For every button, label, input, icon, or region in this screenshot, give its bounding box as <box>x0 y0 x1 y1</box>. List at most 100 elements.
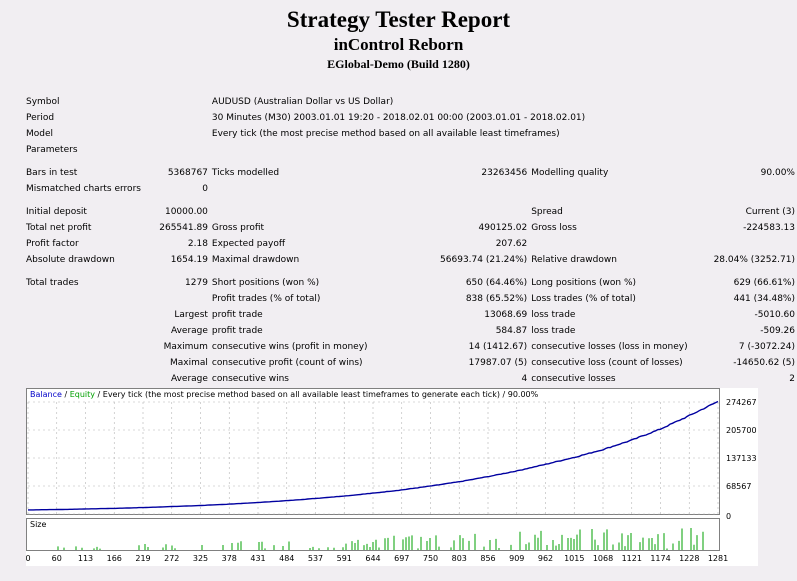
x-tick-label: 378 <box>222 554 237 563</box>
legend-description: / Every tick (the most precise method ba… <box>95 390 539 399</box>
x-tick-label: 272 <box>164 554 179 563</box>
profitpct-value: 838 (65.52%) <box>465 294 528 304</box>
maxdd-label: Maximal drawdown <box>211 255 300 265</box>
largest-label: Largest <box>174 310 208 320</box>
x-tick-label: 1174 <box>650 554 670 563</box>
chart-grid <box>27 401 719 515</box>
ticks-label: Ticks modelled <box>211 168 280 178</box>
grossloss-label: Gross loss <box>531 223 577 233</box>
x-tick-label: 431 <box>250 554 265 563</box>
average-profit-value: 584.87 <box>495 326 528 336</box>
max-losses-value: 7 (-3072.24) <box>738 342 795 352</box>
x-tick-label: 484 <box>279 554 294 563</box>
balance-chart: Balance / Equity / Every tick (the most … <box>26 388 758 566</box>
expayoff-value: 207.62 <box>495 239 528 249</box>
deposit-value: 10000.00 <box>164 207 208 217</box>
grossloss-value: -224583.13 <box>743 223 795 233</box>
x-axis-ticks: 0 60 113 166 219 272 325 378 431 484 537 591 644 697 7… <box>26 554 728 563</box>
largest-profit-value: 13068.69 <box>484 310 528 320</box>
x-tick-label: 909 <box>509 554 524 563</box>
reldd-label: Relative drawdown <box>531 255 617 265</box>
trades-label: Total trades <box>26 278 79 288</box>
quality-label: Modelling quality <box>531 168 609 178</box>
x-tick-label: 856 <box>480 554 495 563</box>
maximum-label: Maximum <box>163 342 208 352</box>
row-period: Period 30 Minutes (M30) 2003.01.01 19:20… <box>24 110 797 126</box>
chart-background <box>26 388 758 566</box>
pf-value: 2.18 <box>187 239 208 249</box>
average-profit-label: profit trade <box>211 326 263 336</box>
row-model: Model Every tick (the most precise metho… <box>24 126 797 142</box>
x-tick-label: 325 <box>193 554 208 563</box>
losspct-label: Loss trades (% of total) <box>531 294 636 304</box>
expayoff-label: Expected payoff <box>211 239 286 249</box>
x-tick-label: 591 <box>337 554 352 563</box>
y-tick-label: 68567 <box>726 482 751 491</box>
x-tick-label: 697 <box>394 554 409 563</box>
row-parameters: Parameters <box>24 142 797 158</box>
row-largest: Largest profit trade 13068.69 loss trade… <box>24 307 797 323</box>
y-tick-label: 274267 <box>726 398 757 407</box>
expert-name: inControl Reborn <box>333 35 464 54</box>
max-wins-value: 14 (1412.67) <box>468 342 528 352</box>
grossprofit-label: Gross profit <box>211 223 265 233</box>
legend-balance: Balance <box>30 390 62 399</box>
chart-legend: Balance / Equity / Every tick (the most … <box>30 390 539 399</box>
x-tick-label: 750 <box>423 554 438 563</box>
row-maximal: Maximal consecutive profit (count of win… <box>24 355 797 371</box>
pf-label: Profit factor <box>26 239 79 249</box>
size-label: Size <box>30 520 47 529</box>
x-tick-label: 113 <box>78 554 93 563</box>
row-symbol: Symbol AUDUSD (Australian Dollar vs US D… <box>24 94 797 110</box>
x-tick-label: 1068 <box>593 554 613 563</box>
size-bars <box>57 527 704 550</box>
model-label: Model <box>26 129 54 139</box>
losspct-value: 441 (34.48%) <box>733 294 795 304</box>
x-tick-label: 1228 <box>679 554 699 563</box>
x-tick-label: 60 <box>52 554 62 563</box>
absdd-value: 1654.19 <box>170 255 208 265</box>
row-profitfactor: Profit factor 2.18 Expected payoff 207.6… <box>24 236 797 252</box>
long-value: 629 (66.61%) <box>733 278 795 288</box>
symbol-label: Symbol <box>26 97 60 107</box>
balance-series-line <box>28 400 719 511</box>
average-loss-label: loss trade <box>531 326 576 336</box>
plot-area-border <box>26 388 720 515</box>
short-value: 650 (64.46%) <box>465 278 528 288</box>
absdd-label: Absolute drawdown <box>26 255 115 265</box>
avg2-label: Average <box>170 374 208 384</box>
y-axis-ticks: 274267 205700 137133 68567 0 <box>726 398 757 521</box>
profitpct-label: Profit trades (% of total) <box>211 294 321 304</box>
x-tick-label: 537 <box>308 554 323 563</box>
x-tick-label: 803 <box>452 554 467 563</box>
parameters-label: Parameters <box>26 145 78 155</box>
mxl-profit-label: consecutive profit (count of wins) <box>211 358 363 368</box>
avg-losses-value: 2 <box>789 374 795 384</box>
y-tick-label: 137133 <box>726 454 757 463</box>
row-maximum: Maximum consecutive wins (profit in mone… <box>24 339 797 355</box>
deposit-label: Initial deposit <box>26 207 87 217</box>
max-wins-label: consecutive wins (profit in money) <box>211 342 368 352</box>
x-tick-label: 219 <box>135 554 150 563</box>
x-tick-label: 166 <box>107 554 122 563</box>
row-drawdown: Absolute drawdown 1654.19 Maximal drawdo… <box>24 252 797 268</box>
x-tick-label: 1281 <box>708 554 728 563</box>
model-value: Every tick (the most precise method base… <box>211 129 560 139</box>
short-label: Short positions (won %) <box>211 278 320 288</box>
maxdd-value: 56693.74 (21.24%) <box>440 255 528 265</box>
grossprofit-value: 490125.02 <box>478 223 528 233</box>
long-label: Long positions (won %) <box>531 278 637 288</box>
mxl-loss-label: consecutive loss (count of losses) <box>531 358 683 368</box>
netprofit-label: Total net profit <box>26 223 92 233</box>
row-average: Average profit trade 584.87 loss trade -… <box>24 323 797 339</box>
row-netprofit: Total net profit 265541.89 Gross profit … <box>24 220 797 236</box>
trades-value: 1279 <box>185 278 208 288</box>
average-label: Average <box>170 326 208 336</box>
maximal-label: Maximal <box>170 358 208 368</box>
row-mismatch: Mismatched charts errors 0 <box>24 181 797 197</box>
reldd-value: 28.04% (3252.71) <box>713 255 795 265</box>
largest-profit-label: profit trade <box>211 310 263 320</box>
mxl-loss-value: -14650.62 (5) <box>733 358 795 368</box>
max-losses-label: consecutive losses (loss in money) <box>531 342 688 352</box>
row-deposit: Initial deposit 10000.00 Spread Current … <box>24 204 797 220</box>
